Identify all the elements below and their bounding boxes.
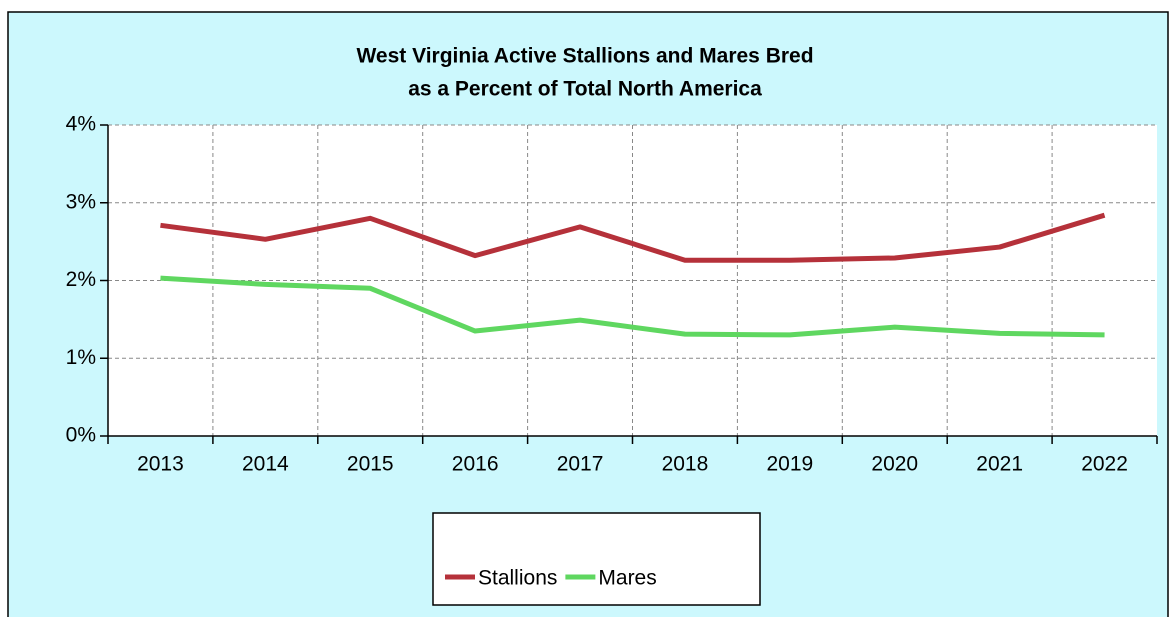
- y-tick-label: 4%: [66, 113, 96, 136]
- x-tick-label: 2016: [452, 453, 499, 476]
- legend-label: Mares: [598, 567, 656, 590]
- y-tick-label: 1%: [66, 346, 96, 369]
- legend-box: [432, 512, 761, 606]
- chart-title: as a Percent of Total North America: [408, 78, 762, 101]
- x-tick-label: 2018: [662, 453, 709, 476]
- chart-title: West Virginia Active Stallions and Mares…: [356, 45, 813, 68]
- x-tick-label: 2015: [347, 453, 394, 476]
- data-line: [160, 212, 1106, 263]
- y-tick-label: 0%: [66, 424, 96, 447]
- x-tick-label: 2013: [137, 453, 184, 476]
- x-tick-label: 2020: [871, 453, 918, 476]
- plot: 0% 1% 2% 3% 4% 2013 2014 2015 2016 2017 2018 2019 20…: [66, 113, 1158, 476]
- x-tick-label: 2022: [1081, 453, 1128, 476]
- data-line: [160, 275, 1105, 338]
- x-tick-label: 2014: [242, 453, 289, 476]
- y-tick-label: 3%: [66, 190, 96, 213]
- x-tick-label: 2017: [557, 453, 604, 476]
- y-tick-label: 2%: [66, 268, 96, 291]
- x-tick-label: 2021: [976, 453, 1023, 476]
- x-tick-label: 2019: [766, 453, 813, 476]
- legend-label: Stallions: [478, 567, 557, 590]
